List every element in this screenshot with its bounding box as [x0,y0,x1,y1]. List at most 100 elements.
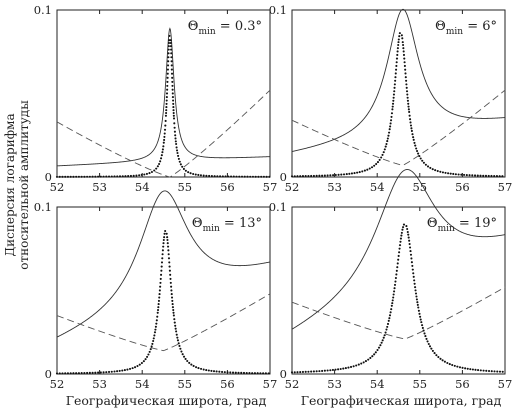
data-point [221,175,224,178]
data-point [312,370,315,373]
data-point [162,145,165,148]
data-point [223,371,226,374]
chart-panel-4: 52 53 54 55 56 57 0 0.1 Θmin = 19° [269,169,513,391]
data-point [485,369,488,372]
data-point [399,240,402,243]
data-point [99,371,102,374]
data-point [257,175,260,178]
data-point [249,175,252,178]
data-point [395,273,398,276]
data-point [224,175,227,178]
data-point [420,321,423,324]
data-point [410,127,413,130]
data-point [205,174,208,177]
data-point [430,347,433,350]
data-point [166,236,169,239]
data-point [118,175,122,178]
data-point [342,173,346,176]
data-point [400,231,403,234]
x-tick-label: 56 [220,377,235,391]
data-point [199,174,202,177]
data-point [392,96,395,99]
data-point [174,140,177,143]
data-point [167,52,170,55]
data-point [159,160,162,163]
data-point [293,371,296,374]
data-point [377,346,381,349]
data-point [374,351,377,354]
data-point [293,175,296,178]
data-point [61,372,64,375]
data-point [156,311,159,314]
chart-panel-2: 52 53 54 55 56 57 0 0.1 Θmin = 6° [269,3,513,194]
data-point [148,172,151,175]
data-point [367,358,370,361]
data-point [167,257,171,260]
data-point [110,370,113,373]
data-point [439,357,442,360]
data-point [140,173,143,176]
data-point [167,245,170,248]
data-point [406,99,409,102]
data-point [415,298,418,301]
data-point [332,174,335,177]
plot-frame [291,206,506,375]
data-point [163,138,166,142]
data-point [175,330,178,333]
data-point [75,175,78,178]
data-point [369,356,372,360]
data-point [363,169,366,172]
y-tick-label: 0 [280,367,287,381]
data-point [304,370,307,373]
data-point [86,175,89,178]
data-point [127,175,130,178]
data-point [435,354,438,357]
data-point [218,370,221,373]
data-point [473,174,477,177]
data-point [167,253,170,256]
x-tick-label: 53 [327,377,342,391]
data-point [398,35,401,38]
data-point [323,369,326,372]
data-point [94,371,97,374]
data-point [299,371,302,374]
data-point [164,229,167,233]
data-point [382,336,385,339]
data-point [334,368,337,371]
data-point [157,299,160,302]
data-point [385,328,388,331]
data-point [162,141,165,144]
data-point [171,88,174,91]
data-point [339,367,342,371]
data-point [326,174,329,177]
data-point [173,126,176,129]
data-point [142,360,145,363]
data-point [361,170,364,173]
data-point [396,53,399,57]
y-tick-label: 0 [45,367,52,381]
data-point [321,174,324,177]
data-point [158,293,161,296]
data-point [163,135,166,138]
data-point [395,68,398,71]
data-point [411,133,414,136]
x-tick-label: 55 [177,377,192,391]
data-point [443,360,446,363]
data-point [471,368,474,371]
x-tick-label: 57 [498,377,513,391]
data-point [123,369,126,372]
data-point [170,52,173,55]
data-point [167,45,170,48]
data-point [390,115,393,118]
data-point [471,174,474,177]
data-point [170,293,173,296]
data-point [352,365,355,368]
data-point [167,249,170,252]
data-point [441,359,444,362]
y-tick-label: 0.1 [269,200,287,214]
data-point [433,352,436,355]
plot-frame [291,9,506,178]
data-point [172,311,175,314]
data-point [315,370,318,373]
